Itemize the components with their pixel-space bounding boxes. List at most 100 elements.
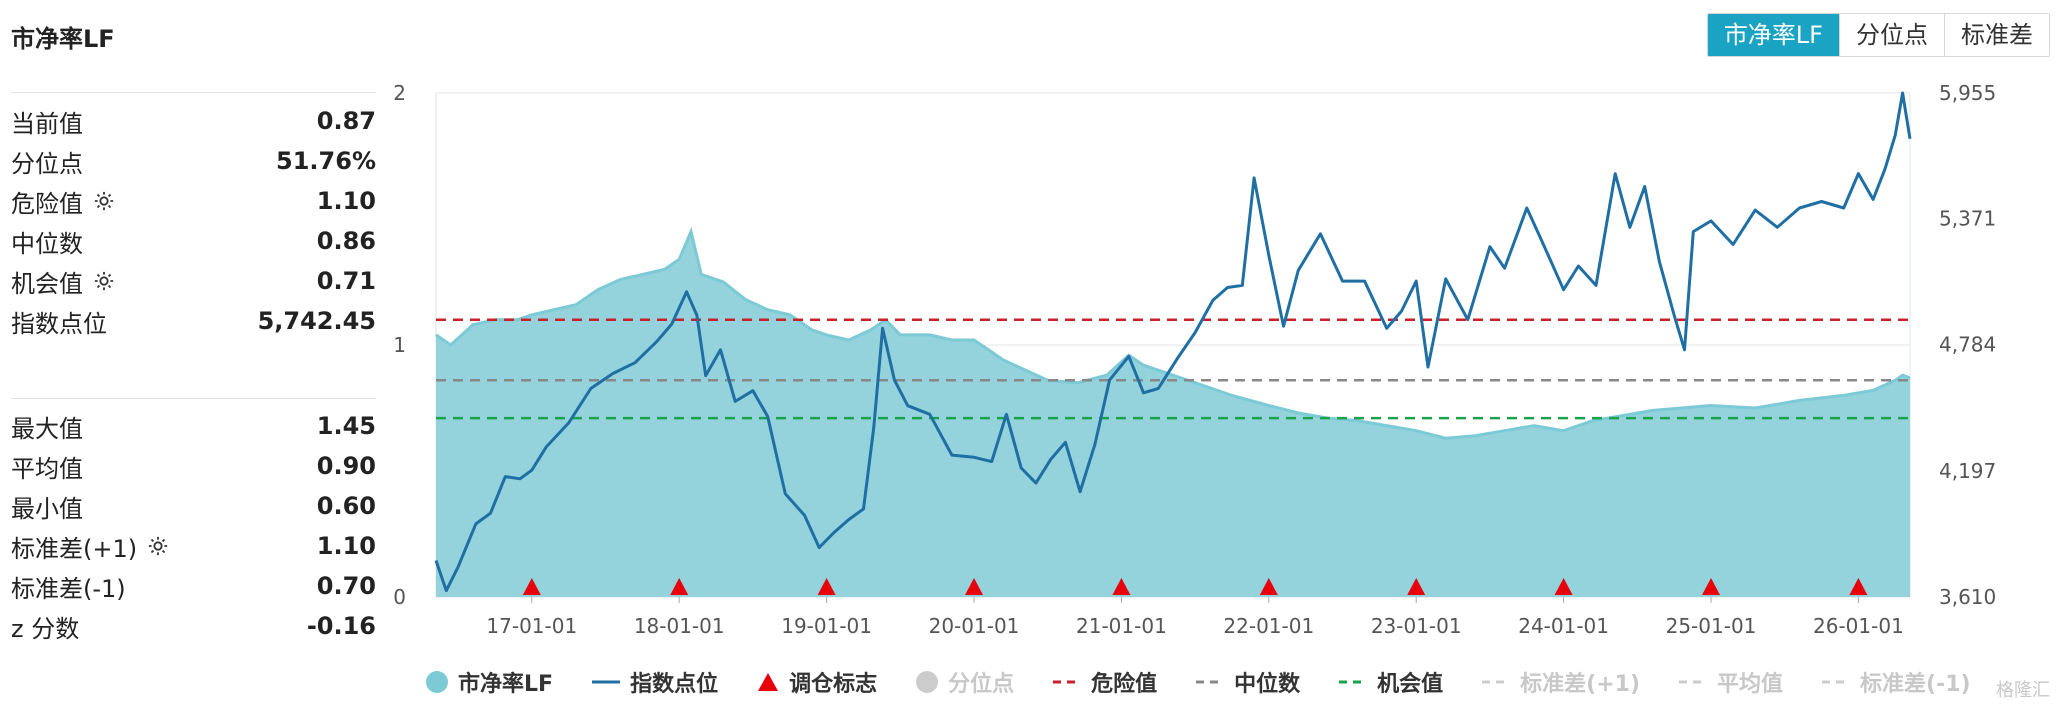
gear-icon[interactable]	[93, 190, 115, 212]
stat-label: 危险值	[11, 189, 83, 218]
rebalance-marker	[1259, 578, 1278, 595]
stat-label: 标准差(+1)	[11, 534, 138, 563]
legend-item[interactable]: 中位数	[1195, 666, 1300, 698]
stat-row-min: 最小值 0.60	[11, 486, 376, 526]
stat-value: 51.76%	[276, 147, 376, 175]
stats-panel-secondary: 最大值 1.45 平均值 0.90 最小值 0.60 标准差(+1) 1.10 …	[11, 398, 376, 646]
legend-item[interactable]: 指数点位	[591, 666, 718, 698]
legend-item[interactable]: 机会值	[1338, 666, 1443, 698]
y-right-tick-label: 5,955	[1939, 81, 1996, 105]
stat-value: 0.70	[316, 572, 376, 600]
dash-legend-symbol-icon	[1196, 680, 1225, 684]
stat-value: 1.45	[316, 412, 376, 440]
stat-row-mean: 平均值 0.90	[11, 446, 376, 486]
gear-icon[interactable]	[93, 270, 115, 292]
y-right-tick-label: 5,371	[1939, 207, 1996, 231]
rebalance-marker	[1849, 578, 1868, 595]
dot-legend-symbol-icon	[916, 671, 939, 693]
dash-legend-symbol-icon	[1679, 680, 1708, 684]
gear-icon[interactable]	[147, 535, 169, 557]
dot-legend-symbol-icon	[426, 671, 448, 693]
legend-item[interactable]: 标准差(-1)	[1821, 666, 1971, 698]
stat-label: 平均值	[11, 454, 83, 483]
stat-row-current: 当前值 0.87	[11, 101, 376, 141]
rebalance-marker	[817, 578, 836, 595]
dash-legend-symbol-icon	[1482, 680, 1511, 684]
legend-label: 市净率LF	[458, 672, 554, 697]
x-tick-label: 18-01-01	[634, 614, 725, 638]
tab-std[interactable]: 标准差	[1944, 14, 2049, 56]
legend-item[interactable]: 平均值	[1678, 666, 1783, 698]
stat-value: -0.16	[306, 612, 376, 640]
stat-row-opportunity: 机会值 0.71	[11, 261, 376, 301]
legend-item[interactable]: 分位点	[915, 666, 1014, 698]
stat-label-wrap: 机会值	[11, 264, 115, 299]
rebalance-marker	[1702, 578, 1721, 595]
stat-label-wrap: 危险值	[11, 184, 115, 219]
stat-value: 1.10	[316, 532, 376, 560]
y-left-tick-label: 1	[393, 333, 406, 357]
stat-value: 1.10	[316, 187, 376, 215]
stat-label: z 分数	[11, 614, 80, 643]
rebalance-marker	[670, 578, 689, 595]
stat-value: 0.86	[316, 227, 376, 255]
stat-row-max: 最大值 1.45	[11, 406, 376, 446]
tab-percentile[interactable]: 分位点	[1839, 14, 1944, 56]
legend-item[interactable]: 调仓标志	[756, 666, 877, 698]
stat-row-zscore: z 分数 -0.16	[11, 606, 376, 646]
x-tick-label: 20-01-01	[929, 614, 1020, 638]
metric-tabs: 市净率LF 分位点 标准差	[1706, 13, 2050, 57]
stat-label: 最大值	[11, 414, 83, 443]
x-tick-label: 25-01-01	[1666, 614, 1757, 638]
line-legend-symbol-icon	[592, 680, 621, 684]
triangle-legend-symbol-icon	[758, 673, 779, 691]
stat-value: 0.71	[316, 267, 376, 295]
stat-label: 最小值	[11, 494, 83, 523]
stat-row-danger: 危险值 1.10	[11, 181, 376, 221]
stat-label: 中位数	[11, 229, 83, 258]
stat-label: 分位点	[11, 149, 83, 178]
legend-label: 机会值	[1377, 672, 1444, 697]
legend-label: 分位点	[948, 672, 1015, 697]
pb-line	[435, 226, 1911, 440]
y-left-tick-label: 2	[393, 81, 406, 105]
legend-item[interactable]: 标准差(+1)	[1481, 666, 1640, 698]
legend-item[interactable]: 市净率LF	[425, 666, 553, 698]
chart-legend: 市净率LF 指数点位 调仓标志 分位点 危险值 中位数 机会值 标准差(+1) 平均值 标准差(-…	[425, 666, 2009, 698]
dash-legend-symbol-icon	[1053, 680, 1082, 684]
x-tick-label: 26-01-01	[1813, 614, 1904, 638]
stat-label: 标准差(-1)	[11, 574, 126, 603]
dash-legend-symbol-icon	[1339, 680, 1368, 684]
rebalance-marker	[1112, 578, 1131, 595]
watermark: 格隆汇	[1996, 680, 2050, 701]
stat-row-std-plus: 标准差(+1) 1.10	[11, 526, 376, 566]
x-tick-label: 19-01-01	[781, 614, 872, 638]
stat-row-std-minus: 标准差(-1) 0.70	[11, 566, 376, 606]
legend-label: 危险值	[1091, 672, 1158, 697]
stat-label-wrap: 标准差(+1)	[11, 529, 169, 564]
dash-legend-symbol-icon	[1822, 680, 1851, 684]
legend-label: 标准差(-1)	[1860, 672, 1971, 697]
legend-label: 中位数	[1234, 672, 1301, 697]
stats-panel-primary: 当前值 0.87 分位点 51.76% 危险值 1.10 中位数 0.86 机会…	[11, 92, 376, 341]
legend-label: 指数点位	[630, 672, 719, 697]
rebalance-marker	[965, 578, 984, 595]
rebalance-marker	[522, 578, 541, 595]
y-left-tick-label: 0	[393, 585, 406, 609]
stat-row-median: 中位数 0.86	[11, 221, 376, 261]
y-right-tick-label: 4,197	[1939, 459, 1996, 483]
stat-value: 5,742.45	[257, 307, 376, 335]
legend-label: 平均值	[1717, 672, 1784, 697]
rebalance-marker	[1554, 578, 1573, 595]
index-line	[434, 91, 1912, 593]
chart-title: 市净率LF	[11, 25, 115, 53]
legend-item[interactable]: 危险值	[1052, 666, 1157, 698]
y-right-tick-label: 3,610	[1939, 585, 1996, 609]
x-tick-label: 22-01-01	[1223, 614, 1314, 638]
x-tick-label: 23-01-01	[1371, 614, 1462, 638]
y-right-tick-label: 4,784	[1939, 333, 1996, 357]
pb-chart: 17-01-01 18-01-01 19-01-01 20-01-01 21-01-01…	[393, 81, 1996, 638]
stat-label: 机会值	[11, 269, 83, 298]
tab-pb[interactable]: 市净率LF	[1707, 14, 1839, 56]
stat-value: 0.90	[316, 452, 376, 480]
